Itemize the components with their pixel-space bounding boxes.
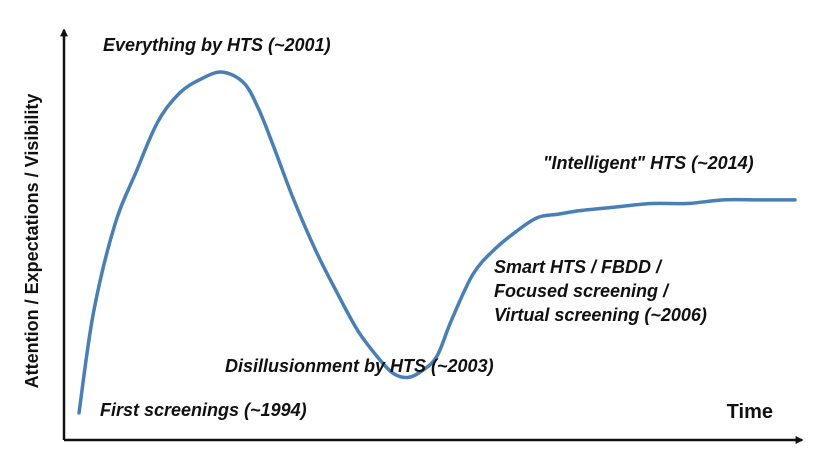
annotation-smart-hts-line-1: Smart HTS / FBDD / (494, 257, 663, 277)
annotation-intelligent-hts: "Intelligent" HTS (~2014) (543, 153, 754, 173)
annotation-smart-hts-line-3: Virtual screening (~2006) (494, 305, 707, 325)
annotation-disillusionment: Disillusionment by HTS (~2003) (225, 356, 494, 376)
annotation-smart-hts: Smart HTS / FBDD / Focused screening / V… (494, 257, 707, 325)
x-axis-title: Time (727, 401, 773, 423)
y-axis-title: Attention / Expectations / Visibility (22, 94, 42, 389)
series-line-hype-curve (77, 70, 797, 415)
annotation-first-screenings: First screenings (~1994) (100, 400, 307, 420)
annotation-everything-by-hts: Everything by HTS (~2001) (103, 35, 331, 55)
annotation-smart-hts-line-2: Focused screening / (494, 281, 670, 301)
